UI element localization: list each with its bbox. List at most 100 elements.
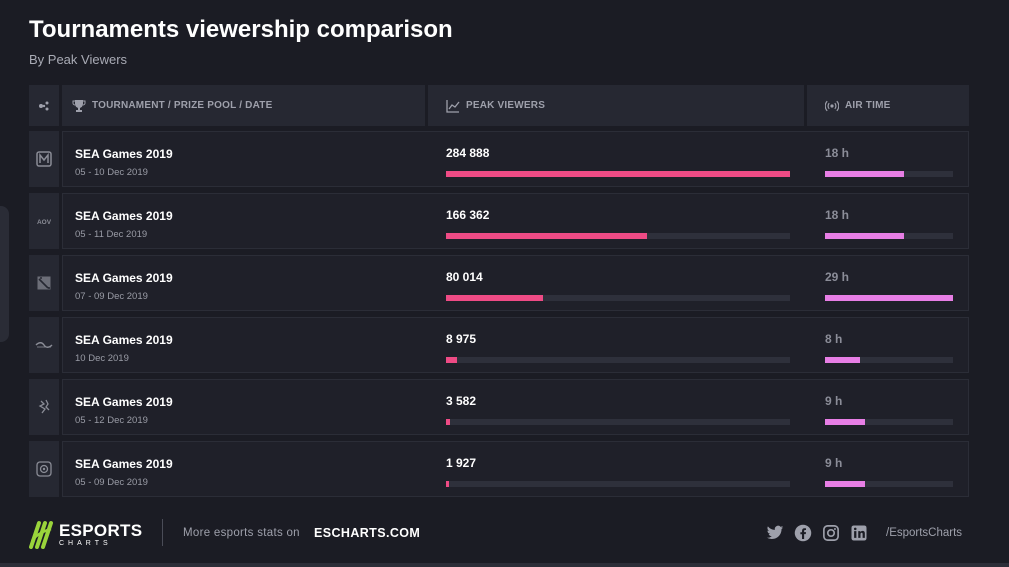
game-cell bbox=[29, 317, 59, 373]
escharts-link[interactable]: ESCHARTS.COM bbox=[314, 526, 421, 540]
chart-subtitle: By Peak Viewers bbox=[29, 52, 128, 67]
air-time-track bbox=[825, 171, 953, 177]
peak-viewers-bar bbox=[446, 295, 543, 301]
table-row[interactable]: SEA Games 2019 05 - 09 Dec 2019 1 927 9 … bbox=[29, 441, 969, 497]
table-row[interactable]: SEA Games 2019 05 - 12 Dec 2019 3 582 9 … bbox=[29, 379, 969, 435]
starcraft-2-icon bbox=[35, 342, 53, 348]
peak-viewers-bar bbox=[446, 357, 457, 363]
peak-viewers-track bbox=[446, 481, 790, 487]
logo-sub-text: CHARTS bbox=[59, 539, 112, 547]
tournament-date: 10 Dec 2019 bbox=[75, 353, 129, 364]
peak-viewers-bar bbox=[446, 233, 647, 239]
air-time-bar bbox=[825, 171, 905, 177]
gamepad-icon bbox=[39, 101, 49, 110]
social-handle[interactable]: /EsportsCharts bbox=[886, 527, 963, 539]
mobile-legends-icon bbox=[36, 151, 52, 167]
peak-viewers-track bbox=[446, 357, 790, 363]
table-row[interactable]: SEA Games 2019 10 Dec 2019 8 975 8 h bbox=[29, 317, 969, 373]
game-cell bbox=[29, 255, 59, 311]
peak-viewers-value: 8 975 bbox=[446, 332, 477, 346]
bottom-edge bbox=[0, 563, 1009, 567]
tournament-date: 05 - 11 Dec 2019 bbox=[75, 229, 148, 240]
twitter-icon[interactable] bbox=[766, 524, 784, 542]
air-time-track bbox=[825, 357, 953, 363]
tournament-date: 05 - 12 Dec 2019 bbox=[75, 415, 148, 426]
tournament-name[interactable]: SEA Games 2019 bbox=[75, 147, 173, 161]
air-time-track bbox=[825, 295, 953, 301]
peak-viewers-value: 166 362 bbox=[446, 208, 490, 222]
logo-text: ESPORTS CHARTS bbox=[59, 522, 142, 547]
peak-viewers-track bbox=[446, 233, 790, 239]
table-row[interactable]: AOV SEA Games 2019 05 - 11 Dec 2019 166 … bbox=[29, 193, 969, 249]
header-peak-viewers-label: PEAK VIEWERS bbox=[466, 100, 546, 111]
instagram-icon[interactable] bbox=[822, 524, 840, 542]
dota-2-icon bbox=[37, 276, 51, 290]
table-header: TOURNAMENT / PRIZE POOL / DATE PEAK VIEW… bbox=[29, 85, 969, 126]
air-time-bar bbox=[825, 481, 865, 487]
header-peak-viewers[interactable]: PEAK VIEWERS bbox=[428, 85, 804, 126]
air-time-bar bbox=[825, 419, 865, 425]
peak-viewers-value: 1 927 bbox=[446, 456, 477, 470]
tekken-icon bbox=[38, 399, 50, 414]
game-cell bbox=[29, 441, 59, 497]
tournament-cell: SEA Games 2019 05 - 11 Dec 2019 166 362 … bbox=[62, 193, 969, 249]
logo-main-text: ESPORTS bbox=[59, 520, 143, 540]
peak-viewers-track bbox=[446, 419, 790, 425]
peak-viewers-value: 284 888 bbox=[446, 146, 490, 160]
air-time-value: 18 h bbox=[825, 146, 850, 160]
air-time-value: 9 h bbox=[825, 456, 843, 470]
air-time-bar bbox=[825, 233, 905, 239]
peak-viewers-track bbox=[446, 171, 790, 177]
tournament-cell: SEA Games 2019 07 - 09 Dec 2019 80 014 2… bbox=[62, 255, 969, 311]
esports-charts-logo[interactable]: ESPORTS CHARTS bbox=[29, 519, 142, 549]
game-cell bbox=[29, 379, 59, 435]
chart-title: Tournaments viewership comparison bbox=[29, 16, 453, 43]
game-cell bbox=[29, 131, 59, 187]
air-time-bar bbox=[825, 357, 861, 363]
table-row[interactable]: SEA Games 2019 05 - 10 Dec 2019 284 888 … bbox=[29, 131, 969, 187]
air-time-value: 8 h bbox=[825, 332, 843, 346]
svg-text:AOV: AOV bbox=[37, 219, 52, 226]
tournament-cell: SEA Games 2019 10 Dec 2019 8 975 8 h bbox=[62, 317, 969, 373]
trophy-icon bbox=[72, 99, 86, 112]
air-time-value: 29 h bbox=[825, 270, 850, 284]
header-game bbox=[29, 85, 59, 126]
tournament-name[interactable]: SEA Games 2019 bbox=[75, 333, 173, 347]
tournament-name[interactable]: SEA Games 2019 bbox=[75, 457, 173, 471]
tournament-name[interactable]: SEA Games 2019 bbox=[75, 209, 173, 223]
side-scroll-tab[interactable] bbox=[0, 206, 9, 342]
peak-viewers-bar bbox=[446, 419, 451, 425]
header-air-time[interactable]: AIR TIME bbox=[807, 85, 969, 126]
tournament-cell: SEA Games 2019 05 - 10 Dec 2019 284 888 … bbox=[62, 131, 969, 187]
footer-divider bbox=[162, 519, 163, 546]
esports-charts-logo-icon bbox=[29, 521, 53, 549]
broadcast-icon bbox=[825, 100, 839, 111]
air-time-value: 9 h bbox=[825, 394, 843, 408]
linkedin-icon[interactable] bbox=[850, 524, 868, 542]
more-stats-text: More esports stats on bbox=[183, 527, 300, 539]
peak-viewers-value: 80 014 bbox=[446, 270, 483, 284]
table-row[interactable]: SEA Games 2019 07 - 09 Dec 2019 80 014 2… bbox=[29, 255, 969, 311]
game-cell: AOV bbox=[29, 193, 59, 249]
peak-viewers-bar bbox=[446, 171, 790, 177]
tournament-cell: SEA Games 2019 05 - 09 Dec 2019 1 927 9 … bbox=[62, 441, 969, 497]
air-time-track bbox=[825, 481, 953, 487]
tournament-date: 05 - 10 Dec 2019 bbox=[75, 167, 148, 178]
air-time-track bbox=[825, 419, 953, 425]
hearthstone-icon bbox=[36, 461, 52, 477]
header-tournament[interactable]: TOURNAMENT / PRIZE POOL / DATE bbox=[62, 85, 425, 126]
air-time-value: 18 h bbox=[825, 208, 850, 222]
air-time-bar bbox=[825, 295, 953, 301]
air-time-track bbox=[825, 233, 953, 239]
tournament-date: 05 - 09 Dec 2019 bbox=[75, 477, 148, 488]
header-tournament-label: TOURNAMENT / PRIZE POOL / DATE bbox=[92, 100, 273, 111]
peak-viewers-bar bbox=[446, 481, 449, 487]
tournament-name[interactable]: SEA Games 2019 bbox=[75, 271, 173, 285]
facebook-icon[interactable] bbox=[794, 524, 812, 542]
tournament-cell: SEA Games 2019 05 - 12 Dec 2019 3 582 9 … bbox=[62, 379, 969, 435]
line-chart-icon bbox=[446, 99, 460, 113]
tournament-name[interactable]: SEA Games 2019 bbox=[75, 395, 173, 409]
header-air-time-label: AIR TIME bbox=[845, 100, 891, 111]
peak-viewers-track bbox=[446, 295, 790, 301]
arena-of-valor-icon: AOV bbox=[37, 219, 52, 226]
